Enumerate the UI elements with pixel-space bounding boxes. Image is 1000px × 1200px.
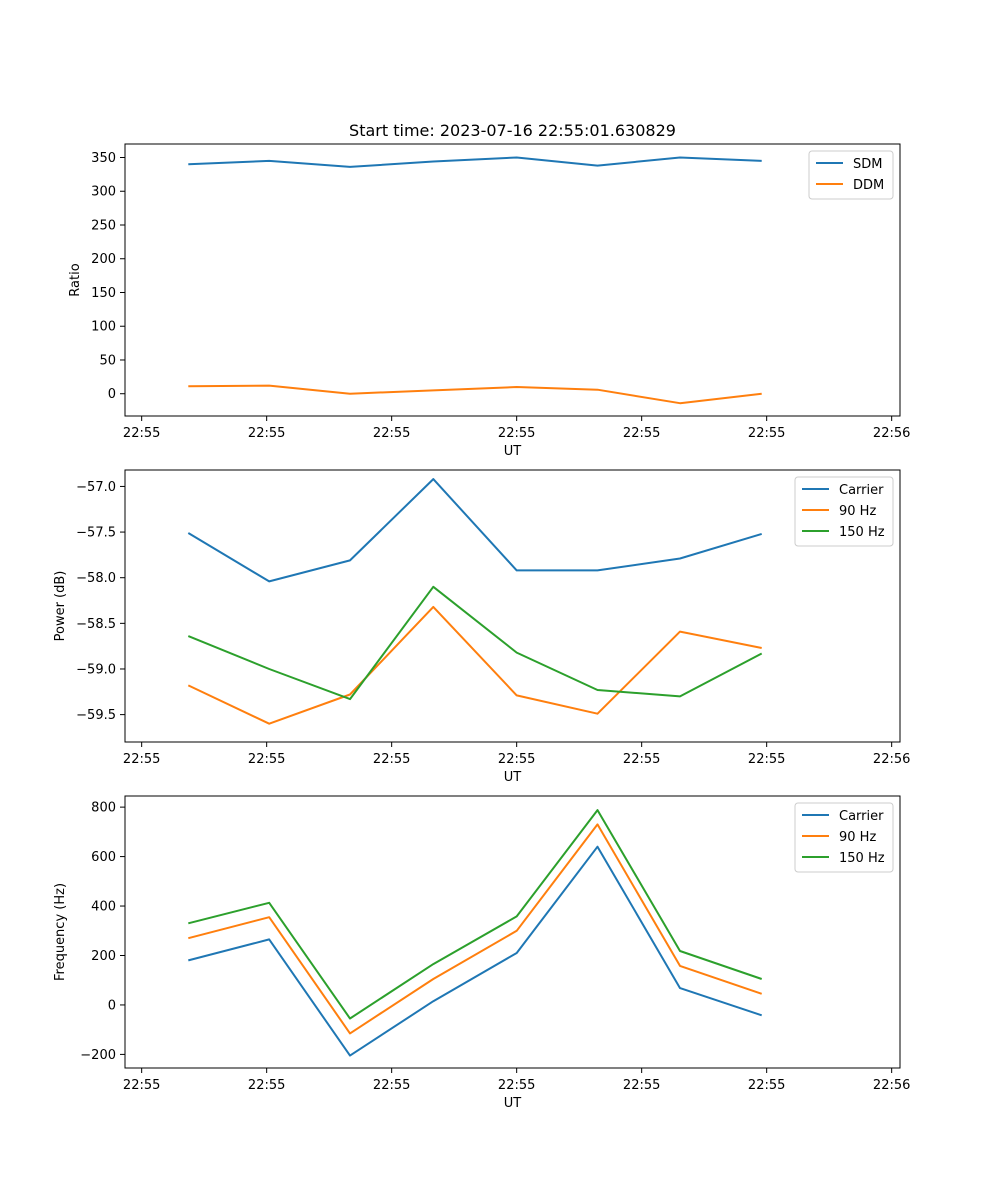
x-axis-label: UT <box>504 770 522 785</box>
x-tick-label: 22:56 <box>873 752 910 767</box>
x-tick-label: 22:55 <box>748 752 785 767</box>
y-tick-label: −57.5 <box>76 526 116 541</box>
y-tick-label: −59.0 <box>76 662 116 677</box>
y-tick-label: 300 <box>91 185 116 200</box>
axes-frame <box>124 469 901 743</box>
x-axis-label: UT <box>504 1096 522 1111</box>
x-tick-label: 22:55 <box>373 426 410 441</box>
subplot-1: 22:55 22:55 22:55 22:55 22:55 22:55 22:56 0 50 10… <box>68 121 910 459</box>
y-tick-label: 0 <box>108 387 116 402</box>
subplots: 22:55 22:55 22:55 22:55 22:55 22:55 22:56 0 50 10… <box>53 121 910 1111</box>
x-tick-label: 22:55 <box>123 752 160 767</box>
x-tick-label: 22:55 <box>123 1078 160 1093</box>
legend: Carrier 90 Hz 150 Hz <box>794 476 894 547</box>
series-line-sdm <box>188 156 762 168</box>
legend-label: 150 Hz <box>839 851 885 866</box>
legend-label: Carrier <box>839 809 884 824</box>
x-tick-label: 22:55 <box>623 426 660 441</box>
x-tick-label: 22:55 <box>498 1078 535 1093</box>
x-axis-label: UT <box>504 444 522 459</box>
y-tick-label: 800 <box>91 801 116 816</box>
y-tick-label: 200 <box>91 252 116 267</box>
x-tick-label: 22:55 <box>373 752 410 767</box>
axes-frame <box>124 795 901 1069</box>
y-tick-label: 200 <box>91 949 116 964</box>
legend-box <box>794 802 894 873</box>
x-tick-label: 22:55 <box>748 426 785 441</box>
plot-area <box>125 470 900 742</box>
x-tick-label: 22:55 <box>123 426 160 441</box>
y-axis-label: Frequency (Hz) <box>53 883 68 981</box>
legend: SDM DDM <box>808 150 894 200</box>
y-tick-label: 250 <box>91 218 116 233</box>
x-tick-label: 22:55 <box>248 752 285 767</box>
y-tick-label: −200 <box>80 1048 116 1063</box>
legend: Carrier 90 Hz 150 Hz <box>794 802 894 873</box>
series-line-carrier <box>188 845 763 1057</box>
y-tick-label: 150 <box>91 286 116 301</box>
series-line-150-hz <box>187 585 763 701</box>
y-tick-label: −58.0 <box>76 571 116 586</box>
subplot-2: 22:55 22:55 22:55 22:55 22:55 22:55 22:56 −57.0… <box>53 469 910 785</box>
chart-title: Start time: 2023-07-16 22:55:01.630829 <box>349 121 676 140</box>
y-axis-label: Power (dB) <box>53 571 68 642</box>
y-tick-label: 100 <box>91 320 116 335</box>
legend-label: DDM <box>853 178 884 193</box>
x-tick-label: 22:55 <box>248 1078 285 1093</box>
legend-label: SDM <box>853 157 882 172</box>
legend-label: 90 Hz <box>839 830 876 845</box>
x-tick-label: 22:55 <box>623 752 660 767</box>
series-line-ddm <box>188 384 762 405</box>
y-tick-label: 0 <box>108 998 116 1013</box>
y-tick-label: −59.5 <box>76 708 116 723</box>
x-tick-label: 22:55 <box>748 1078 785 1093</box>
x-tick-label: 22:55 <box>248 426 285 441</box>
plot-area <box>125 796 900 1068</box>
legend-label: 90 Hz <box>839 504 876 519</box>
legend-box <box>794 476 894 547</box>
legend-label: 150 Hz <box>839 525 885 540</box>
y-tick-label: 50 <box>99 353 116 368</box>
x-tick-label: 22:55 <box>623 1078 660 1093</box>
legend-label: Carrier <box>839 483 884 498</box>
series-line-carrier <box>187 478 762 583</box>
y-tick-label: 350 <box>91 151 116 166</box>
axes-frame <box>124 143 901 417</box>
subplot-3: 22:55 22:55 22:55 22:55 22:55 22:55 22:56 −200 0… <box>53 795 910 1111</box>
y-tick-label: −58.5 <box>76 617 116 632</box>
y-tick-label: 600 <box>91 850 116 865</box>
x-tick-label: 22:55 <box>373 1078 410 1093</box>
series-line-150-hz <box>188 809 763 1020</box>
x-tick-label: 22:55 <box>498 426 535 441</box>
y-tick-label: 400 <box>91 900 116 915</box>
y-tick-label: −57.0 <box>76 480 116 495</box>
x-tick-label: 22:55 <box>498 752 535 767</box>
series-line-90-hz <box>187 605 762 725</box>
x-tick-label: 22:56 <box>873 1078 910 1093</box>
x-tick-label: 22:56 <box>873 426 910 441</box>
plot-area <box>125 144 900 416</box>
series-line-90-hz <box>188 823 763 1035</box>
y-axis-label: Ratio <box>68 263 83 296</box>
